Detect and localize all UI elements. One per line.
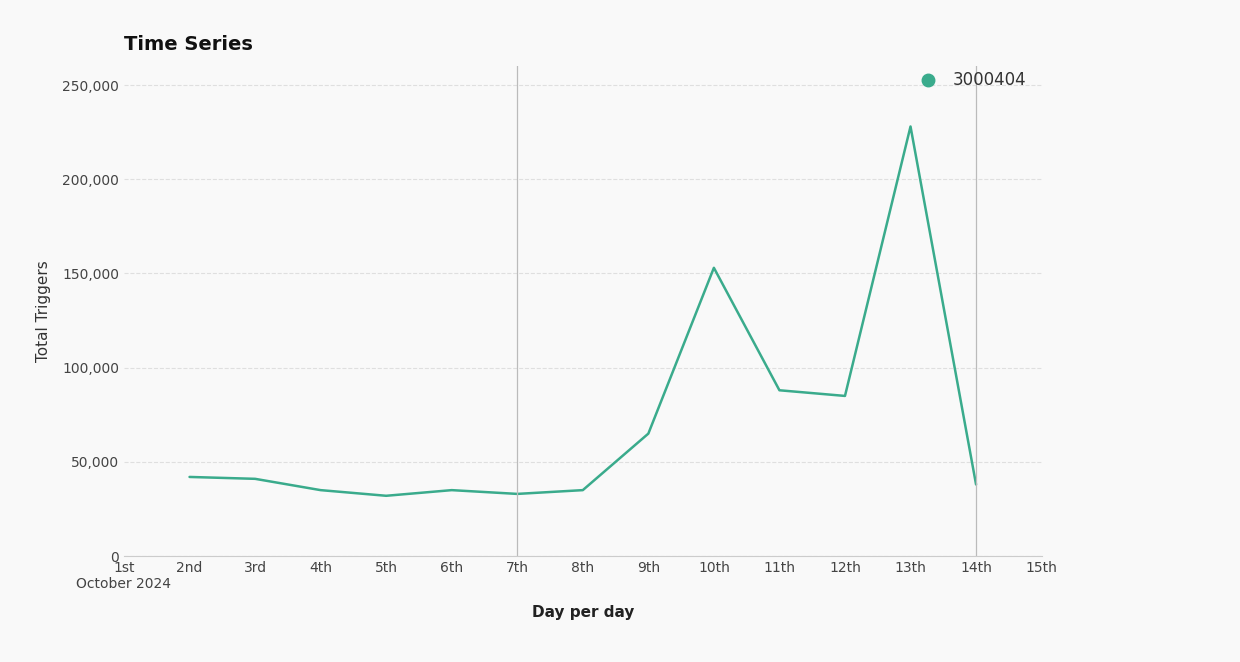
X-axis label: Day per day: Day per day [532, 605, 634, 620]
Legend: 3000404: 3000404 [905, 65, 1033, 96]
Text: Time Series: Time Series [124, 34, 253, 54]
Y-axis label: Total Triggers: Total Triggers [36, 260, 51, 362]
